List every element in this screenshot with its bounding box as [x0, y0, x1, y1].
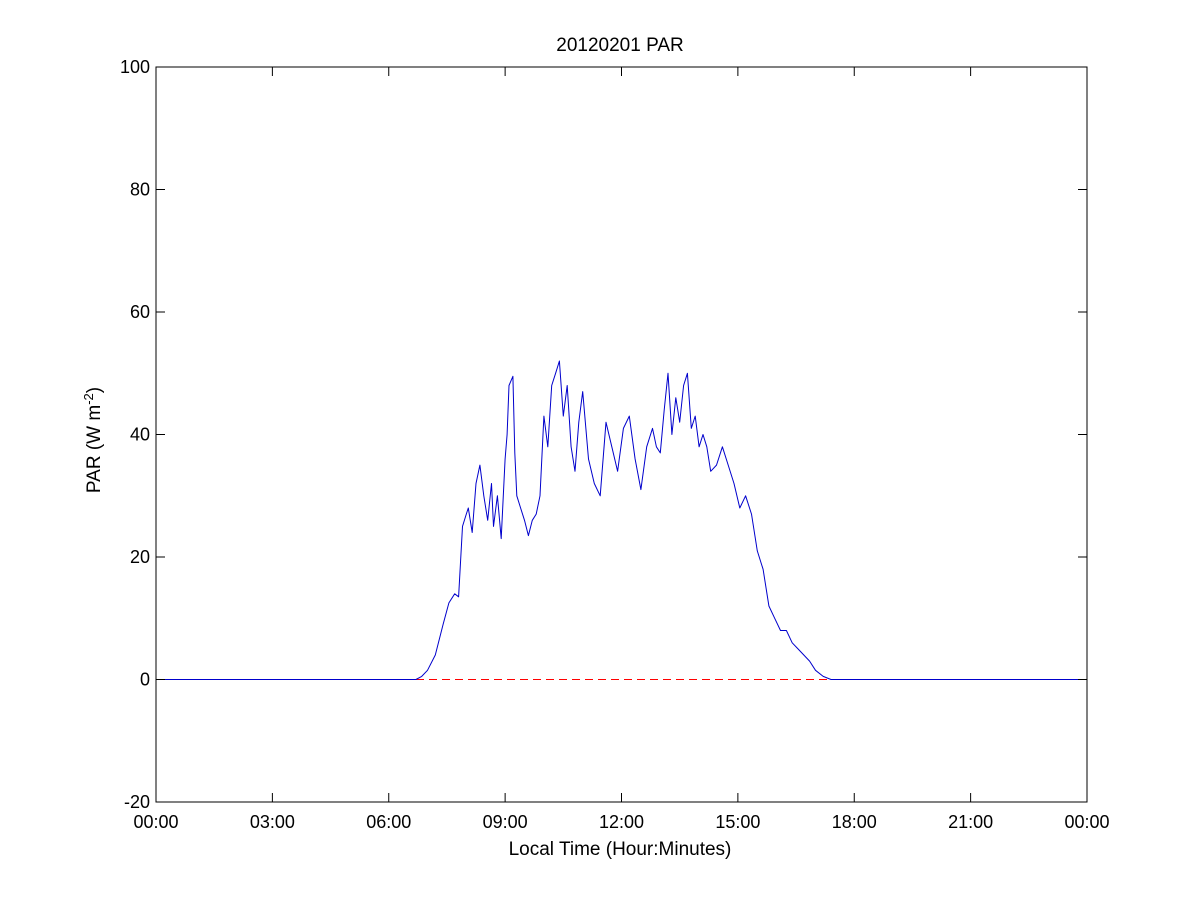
y-tick-label: 40: [130, 425, 150, 445]
x-tick-labels: 00:00 03:00 06:00 09:00 12:00 15:00 18:00 21:00…: [133, 812, 1109, 832]
y-axis-label: PAR (W m-2): [81, 387, 106, 493]
x-axis-label: Local Time (Hour:Minutes): [509, 839, 732, 860]
axes-frame: [155, 66, 1088, 803]
x-tick-label: 15:00: [715, 812, 760, 832]
y-axis-label-suffix: ): [84, 387, 105, 393]
chart-title: 20120201 PAR: [556, 35, 683, 56]
x-tick-label: 00:00: [1064, 812, 1109, 832]
x-tick-label: 21:00: [948, 812, 993, 832]
series-layer: [156, 360, 1087, 680]
x-tick-label: 00:00: [133, 812, 178, 832]
y-axis-label-base: PAR (W m: [84, 405, 105, 493]
x-tick-label: 18:00: [832, 812, 877, 832]
tick-layer: [155, 66, 1088, 803]
y-tick-label: 0: [140, 670, 150, 690]
y-tick-label: 20: [130, 547, 150, 567]
x-tick-label: 06:00: [366, 812, 411, 832]
y-tick-label: -20: [124, 792, 150, 812]
y-tick-label: 80: [130, 180, 150, 200]
y-tick-label: 60: [130, 302, 150, 322]
y-tick-labels: -20 0 20 40 60 80 100: [120, 57, 150, 812]
y-axis-label-superscript: -2: [81, 393, 96, 405]
x-tick-label: 12:00: [599, 812, 644, 832]
x-tick-label: 03:00: [250, 812, 295, 832]
x-tick-label: 09:00: [483, 812, 528, 832]
par-series-line: [156, 360, 1087, 680]
y-tick-label: 100: [120, 57, 150, 77]
